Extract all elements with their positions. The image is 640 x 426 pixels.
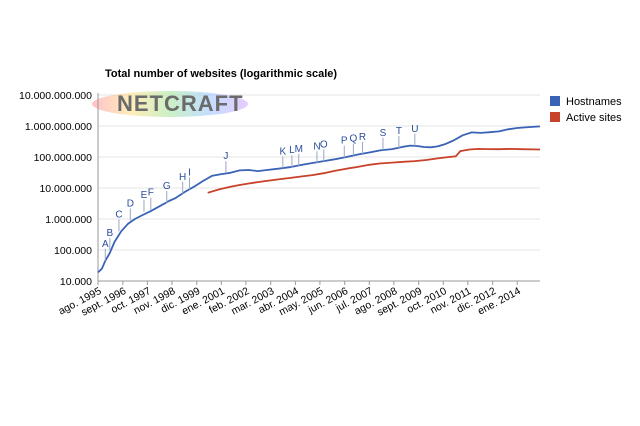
annotation-label: C [115,209,122,220]
logo-rainbow [92,91,248,117]
annotation-label: N [313,141,320,152]
annotation-label: K [279,146,286,157]
y-tick-label: 10.000.000 [39,183,92,195]
y-tick-label: 1.000.000.000 [25,121,92,133]
series-line-active-sites [207,147,541,194]
y-tick-label: 100.000 [54,245,92,257]
annotation-label: U [411,124,418,135]
legend-swatch-hostnames [550,96,560,106]
y-tick-label: 10.000 [60,276,92,288]
annotation-label: R [359,132,366,143]
annotation-label: D [127,198,134,209]
annotation-label: S [380,128,387,139]
logo-text: NETCRAFT [117,91,244,116]
annotation-label: L [289,145,295,156]
legend-swatch-active-sites [550,112,560,122]
series-lines [97,125,541,274]
annotation-label: J [223,151,228,162]
annotation-label: F [148,188,154,199]
annotation-label: M [295,144,303,155]
series-line-hostnames [97,125,541,274]
annotation-label: P [341,136,348,147]
annotation-label: T [396,126,402,137]
annotation-label: O [320,139,328,150]
netcraft-logo: NETCRAFT [92,91,248,117]
annotation-label: H [179,172,186,183]
chart-title: Total number of websites (logarithmic sc… [105,68,337,80]
annotation-label: B [106,228,113,239]
y-tick-label: 100.000.000 [34,152,93,164]
annotation-label: A [102,239,109,250]
legend[interactable]: Hostnames Active sites [550,96,622,124]
legend-label-active-sites: Active sites [566,112,622,124]
annotation-label: G [163,181,171,192]
y-tick-label: 1.000.000 [45,214,92,226]
y-tick-labels: 10.000 100.000 1.000.000 10.000.000 100.000.… [19,90,92,288]
annotation-label: E [141,190,148,201]
legend-label-hostnames: Hostnames [566,96,622,108]
annotation-label: Q [349,134,357,145]
y-tick-label: 10.000.000.000 [19,90,92,102]
annotation-label: I [188,167,191,178]
